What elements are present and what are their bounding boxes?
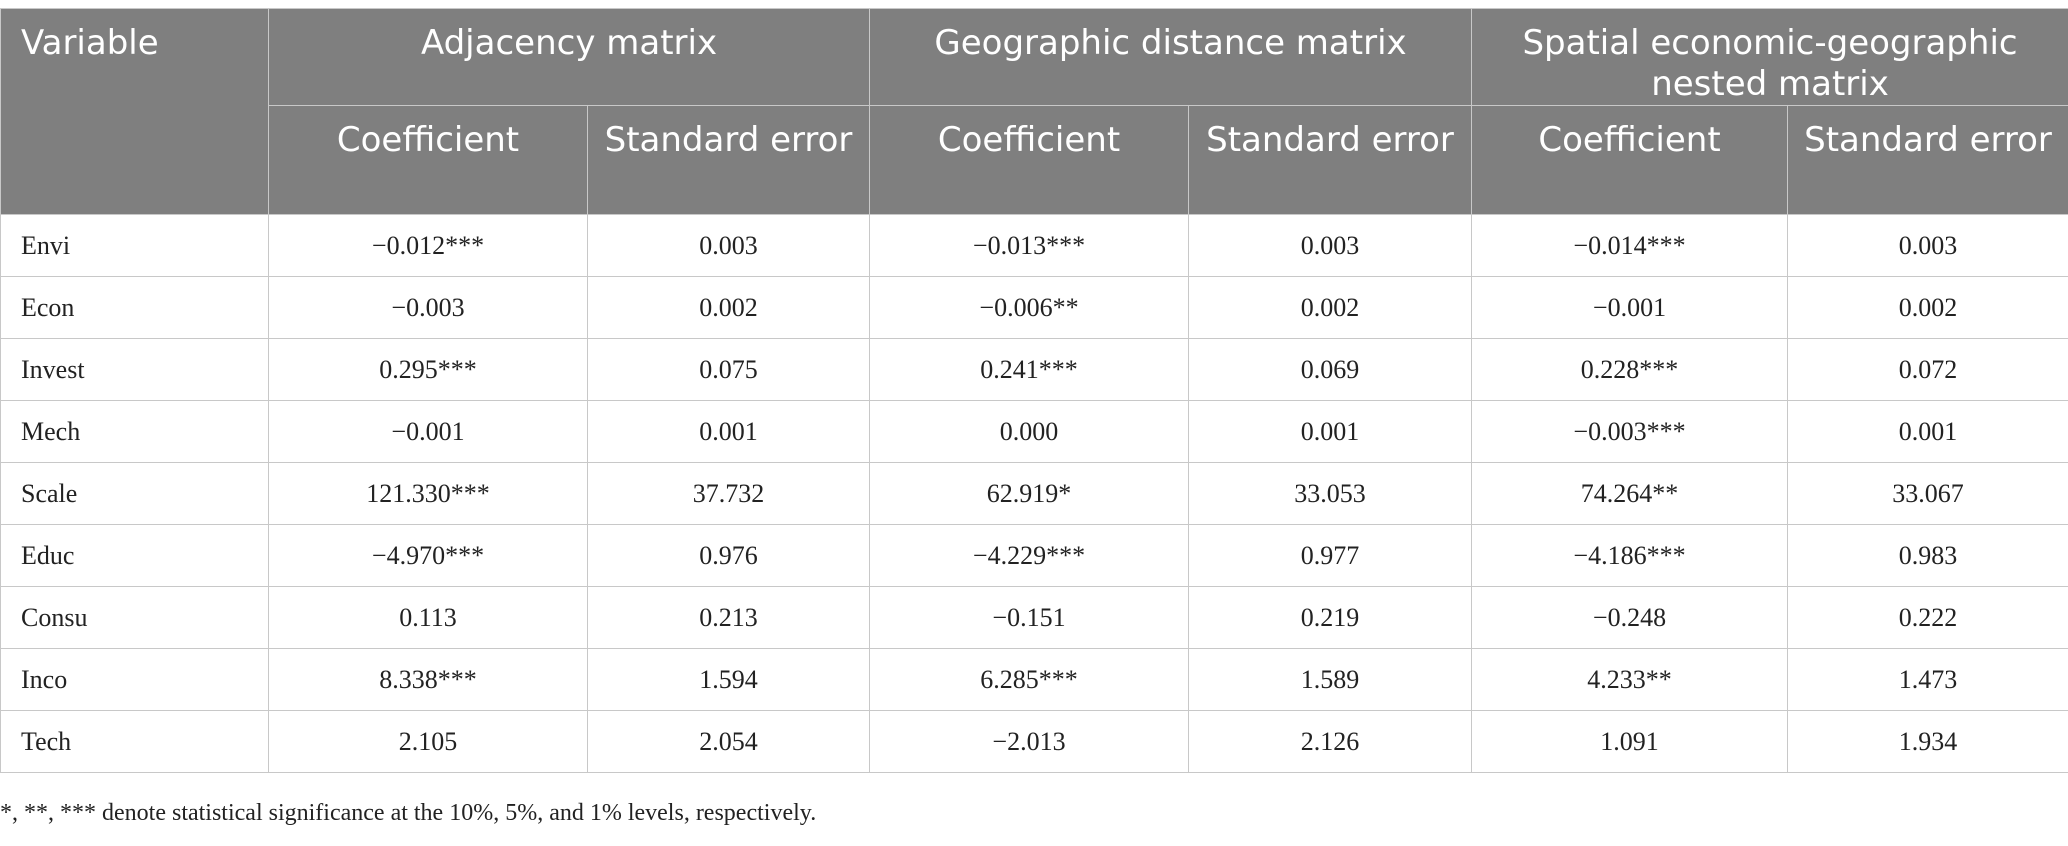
value-cell: −2.013 xyxy=(869,710,1190,773)
value-cell: 0.069 xyxy=(1188,338,1473,401)
table-row: Scale 121.330*** 37.732 62.919* 33.053 74.264… xyxy=(0,462,2068,525)
value-cell: 0.002 xyxy=(1188,276,1473,339)
footnote: *, **, *** denote statistical significan… xyxy=(0,800,817,826)
value-cell: −0.001 xyxy=(268,400,588,463)
value-cell: 0.295*** xyxy=(268,338,588,401)
value-cell: 2.054 xyxy=(586,710,871,773)
value-cell: 8.338*** xyxy=(268,648,588,711)
value-cell: 4.233** xyxy=(1471,648,1789,711)
value-cell: 0.002 xyxy=(586,276,871,339)
value-cell: −0.013*** xyxy=(869,214,1190,277)
value-cell: −4.186*** xyxy=(1471,524,1789,587)
variable-cell: Scale xyxy=(0,462,269,525)
value-cell: 0.983 xyxy=(1787,524,2068,587)
value-cell: 0.003 xyxy=(1787,214,2068,277)
value-cell: 2.126 xyxy=(1188,710,1473,773)
value-cell: 0.000 xyxy=(869,400,1190,463)
value-cell: 0.001 xyxy=(586,400,871,463)
value-cell: 0.001 xyxy=(1188,400,1473,463)
variable-cell: Envi xyxy=(0,214,269,277)
group-header: Spatial economic-geographic nested matri… xyxy=(1471,8,2068,106)
value-cell: 0.222 xyxy=(1787,586,2068,649)
table-row: Educ −4.970*** 0.976 −4.229*** 0.977 −4.186**… xyxy=(0,524,2068,587)
value-cell: −0.003 xyxy=(268,276,588,339)
value-cell: 0.001 xyxy=(1787,400,2068,463)
table-row: Econ −0.003 0.002 −0.006** 0.002 −0.001 0.002 xyxy=(0,276,2068,339)
value-cell: −0.006** xyxy=(869,276,1190,339)
variable-cell: Educ xyxy=(0,524,269,587)
sub-header: Coefficient xyxy=(869,105,1190,215)
value-cell: 1.091 xyxy=(1471,710,1789,773)
value-cell: 0.075 xyxy=(586,338,871,401)
results-table: Variable Adjacency matrix Geographic dis… xyxy=(0,8,2068,773)
value-cell: −0.012*** xyxy=(268,214,588,277)
value-cell: 33.067 xyxy=(1787,462,2068,525)
value-cell: 1.934 xyxy=(1787,710,2068,773)
value-cell: −0.001 xyxy=(1471,276,1789,339)
variable-cell: Econ xyxy=(0,276,269,339)
sub-header: Standard error xyxy=(1188,105,1473,215)
sub-header: Coefficient xyxy=(1471,105,1789,215)
value-cell: 1.589 xyxy=(1188,648,1473,711)
value-cell: 62.919* xyxy=(869,462,1190,525)
value-cell: 1.473 xyxy=(1787,648,2068,711)
variable-cell: Tech xyxy=(0,710,269,773)
value-cell: 74.264** xyxy=(1471,462,1789,525)
variable-cell: Inco xyxy=(0,648,269,711)
table-row: Mech −0.001 0.001 0.000 0.001 −0.003*** 0.001 xyxy=(0,400,2068,463)
value-cell: 0.213 xyxy=(586,586,871,649)
value-cell: 33.053 xyxy=(1188,462,1473,525)
value-cell: 0.228*** xyxy=(1471,338,1789,401)
variable-cell: Invest xyxy=(0,338,269,401)
value-cell: 0.977 xyxy=(1188,524,1473,587)
header-cell: Variable xyxy=(0,8,269,215)
value-cell: −0.014*** xyxy=(1471,214,1789,277)
value-cell: −4.970*** xyxy=(268,524,588,587)
value-cell: 0.113 xyxy=(268,586,588,649)
table-row: Envi −0.012*** 0.003 −0.013*** 0.003 −0.014**… xyxy=(0,214,2068,277)
value-cell: 0.072 xyxy=(1787,338,2068,401)
sub-header: Standard error xyxy=(1787,105,2068,215)
group-header: Adjacency matrix xyxy=(267,8,871,106)
value-cell: 0.241*** xyxy=(869,338,1190,401)
value-cell: −0.003*** xyxy=(1471,400,1789,463)
value-cell: 1.594 xyxy=(586,648,871,711)
sub-header: Coefficient xyxy=(268,105,588,215)
table-row: Inco 8.338*** 1.594 6.285*** 1.589 4.233** 1.4… xyxy=(0,648,2068,711)
value-cell: −0.151 xyxy=(869,586,1190,649)
value-cell: 6.285*** xyxy=(869,648,1190,711)
value-cell: 2.105 xyxy=(268,710,588,773)
value-cell: 121.330*** xyxy=(268,462,588,525)
table-row: Consu 0.113 0.213 −0.151 0.219 −0.248 0.222 xyxy=(0,586,2068,649)
value-cell: 0.219 xyxy=(1188,586,1473,649)
group-header: Geographic distance matrix xyxy=(869,8,1473,106)
value-cell: 0.976 xyxy=(586,524,871,587)
table-row: Invest 0.295*** 0.075 0.241*** 0.069 0.228***… xyxy=(0,338,2068,401)
value-cell: 0.003 xyxy=(1188,214,1473,277)
table-row: Tech 2.105 2.054 −2.013 2.126 1.091 1.934 xyxy=(0,710,2068,773)
value-cell: 0.002 xyxy=(1787,276,2068,339)
value-cell: 37.732 xyxy=(586,462,871,525)
value-cell: 0.003 xyxy=(586,214,871,277)
value-cell: −4.229*** xyxy=(869,524,1190,587)
variable-cell: Mech xyxy=(0,400,269,463)
sub-header: Standard error xyxy=(586,105,871,215)
value-cell: −0.248 xyxy=(1471,586,1789,649)
variable-cell: Consu xyxy=(0,586,269,649)
